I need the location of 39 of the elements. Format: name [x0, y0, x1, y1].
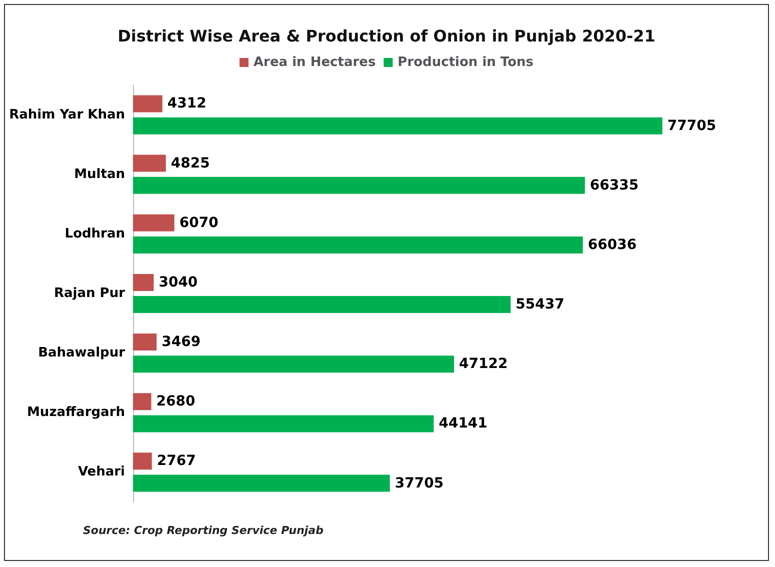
- data-label: 3469: [162, 334, 201, 350]
- bar: [133, 236, 583, 254]
- data-label: 6070: [179, 214, 219, 231]
- legend-label: Area in Hectares: [254, 55, 376, 70]
- bar: [133, 334, 157, 351]
- chart-title: District Wise Area & Production of Onion in Punjab 2020-21: [118, 26, 656, 46]
- data-label: 3040: [158, 274, 198, 290]
- legend-label: Production in Tons: [398, 55, 534, 70]
- y-tick-label: Bahawalpur: [38, 346, 126, 361]
- data-label: 2680: [156, 394, 196, 410]
- y-tick-label: Muzaffargarh: [27, 405, 125, 420]
- bar: [133, 356, 454, 373]
- bar: [133, 214, 174, 232]
- data-label: 44141: [438, 416, 488, 432]
- data-label: 37705: [394, 475, 444, 492]
- bar: [133, 296, 511, 314]
- y-tick-label: Lodhran: [64, 226, 125, 242]
- bar: [133, 474, 390, 492]
- bar: [133, 452, 152, 470]
- y-tick-label: Rahim Yar Khan: [9, 107, 125, 122]
- data-label: 4312: [167, 96, 206, 112]
- data-label: 55437: [516, 296, 564, 313]
- data-label: 77705: [667, 118, 716, 134]
- data-label: 47122: [459, 356, 508, 372]
- data-label: 2767: [156, 453, 196, 470]
- y-tick-label: Vehari: [78, 464, 125, 480]
- bar: [133, 274, 154, 291]
- data-label: 4825: [170, 155, 210, 172]
- bar: [133, 393, 152, 410]
- bar: [133, 95, 162, 112]
- bar: [133, 176, 585, 194]
- bar: [133, 117, 662, 134]
- data-label: 66335: [590, 177, 639, 194]
- data-label: 66036: [588, 236, 637, 253]
- y-tick-label: Rajan Pur: [54, 286, 126, 301]
- source-note: Source: Crop Reporting Service Punjab: [83, 524, 324, 537]
- bar: [133, 154, 166, 172]
- bar: [133, 415, 434, 432]
- y-tick-label: Multan: [74, 166, 125, 182]
